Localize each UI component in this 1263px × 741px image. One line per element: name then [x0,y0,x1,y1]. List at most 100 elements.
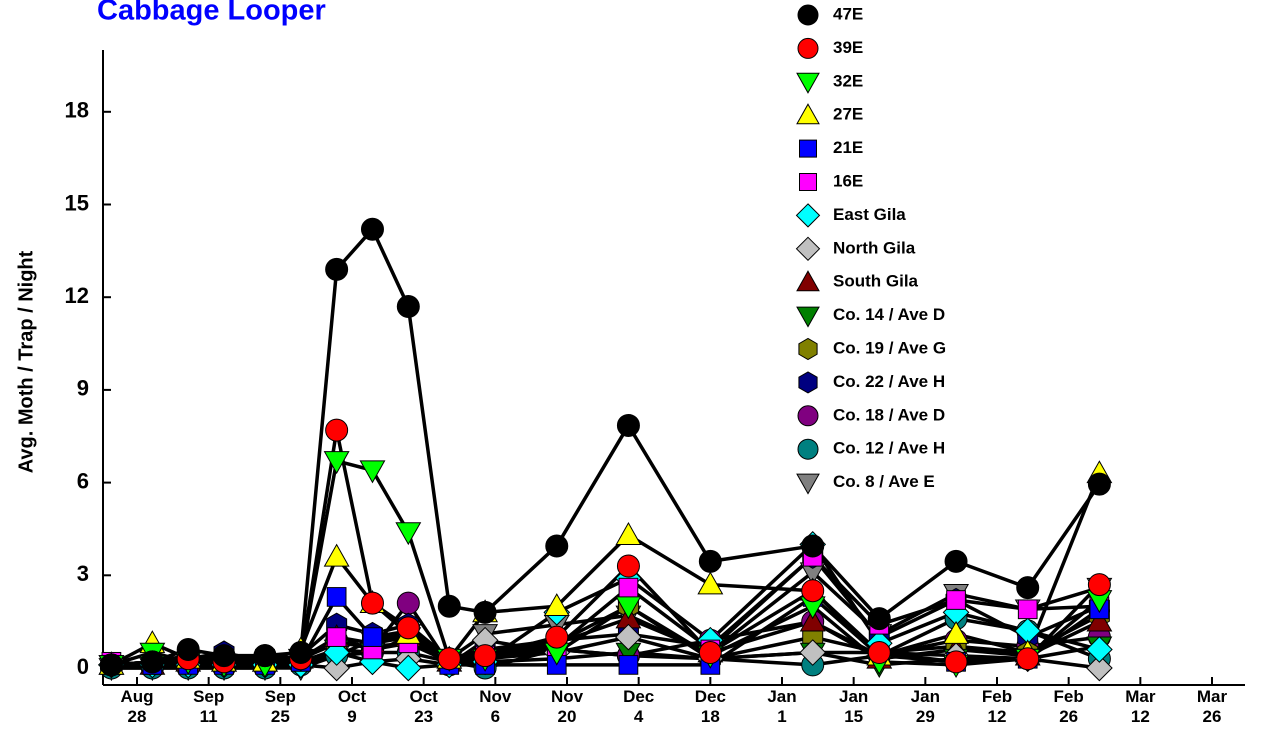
x-tick-label: Mar 26 [1196,687,1228,726]
data-point [1086,636,1113,663]
legend-label: 47E [833,4,863,23]
data-point [697,571,724,595]
data-point [437,647,461,671]
legend-label: 39E [833,38,863,57]
legend-label: Co. 22 / Ave H [833,372,945,391]
data-point [253,644,277,668]
data-point [698,549,722,573]
data-point [943,620,970,644]
legend-label: North Gila [833,238,916,257]
x-tick-label: Aug 28 [120,687,154,726]
data-point [1016,576,1040,600]
legend-label: East Gila [833,205,906,224]
legend-marker [798,337,818,361]
data-point [396,294,420,318]
data-point [323,543,350,567]
legend-label: Co. 8 / Ave E [833,472,935,491]
legend-label: 32E [833,71,863,90]
data-point [325,257,349,281]
legend-marker [797,438,819,460]
legend-label: Co. 18 / Ave D [833,405,945,424]
legend-marker [797,37,819,59]
y-axis-label: Avg. Moth / Trap / Night [15,250,37,473]
data-point [1087,573,1111,597]
x-tick-label: Nov 20 [550,687,584,726]
data-point [545,534,569,558]
data-point [323,451,350,475]
data-point [359,460,386,484]
y-tick-label: 6 [77,468,89,493]
data-point [325,418,349,442]
data-point [360,591,384,615]
data-point [1086,654,1113,682]
data-point [394,654,422,682]
data-point [618,577,639,598]
legend-marker [796,306,820,328]
legend-label: Co. 12 / Ave H [833,439,945,458]
legend-label: South Gila [833,272,919,291]
data-point [140,650,164,674]
data-point [944,549,968,573]
legend-marker [798,371,818,394]
legend-label: 27E [833,105,863,124]
x-tick-label: Sep 25 [264,687,296,726]
legend-marker [799,139,817,158]
data-point [176,637,200,661]
data-point [396,616,420,640]
x-tick-label: Sep 11 [193,687,225,726]
data-point [543,593,570,617]
data-point [395,522,422,546]
legend-marker [795,236,821,262]
y-tick-label: 15 [65,190,89,215]
x-tick-label: Jan 29 [910,687,940,726]
data-point [437,594,461,618]
x-tick-label: Feb 12 [981,687,1013,726]
x-tick-label: Dec 18 [694,687,726,726]
data-point [1086,608,1113,632]
data-point [615,522,642,545]
legend-label: Co. 14 / Ave D [833,305,945,324]
x-tick-label: Feb 26 [1053,687,1084,726]
data-point [799,608,826,632]
legend-marker [795,203,821,228]
data-point [615,623,642,651]
chart-title: Cabbage Looper [97,0,326,27]
data-point [323,654,350,682]
legend-marker [796,103,820,125]
data-point [99,653,123,677]
data-point [1017,599,1038,620]
legend-marker [796,72,820,94]
y-tick-label: 0 [77,654,89,679]
x-tick-label: Jan 15 [839,687,869,726]
legend-marker [797,4,819,26]
data-point [801,579,825,603]
data-point [396,591,420,615]
y-tick-label: 12 [65,283,89,308]
data-point [289,641,313,665]
x-tick-label: Oct 9 [337,687,367,726]
data-point [1016,647,1040,671]
data-point [944,650,968,674]
data-point [698,641,722,665]
y-tick-label: 9 [77,376,89,401]
x-tick-label: Mar 12 [1125,687,1156,726]
data-point [326,587,347,607]
legend-marker [797,405,819,427]
legend-marker [796,473,820,495]
data-point [867,607,891,631]
data-point [618,655,639,675]
legend-label: Co. 19 / Ave G [833,338,946,357]
legend-label: 21E [833,138,863,157]
legend-label: 16E [833,171,863,190]
data-point [801,534,825,558]
data-point [362,627,383,647]
y-tick-label: 18 [65,98,89,123]
data-point [545,625,569,649]
y-tick-label: 3 [77,561,89,586]
legend-marker [799,173,817,191]
data-point [799,639,827,666]
x-tick-label: Dec 4 [623,687,655,726]
legend-marker [796,270,820,292]
